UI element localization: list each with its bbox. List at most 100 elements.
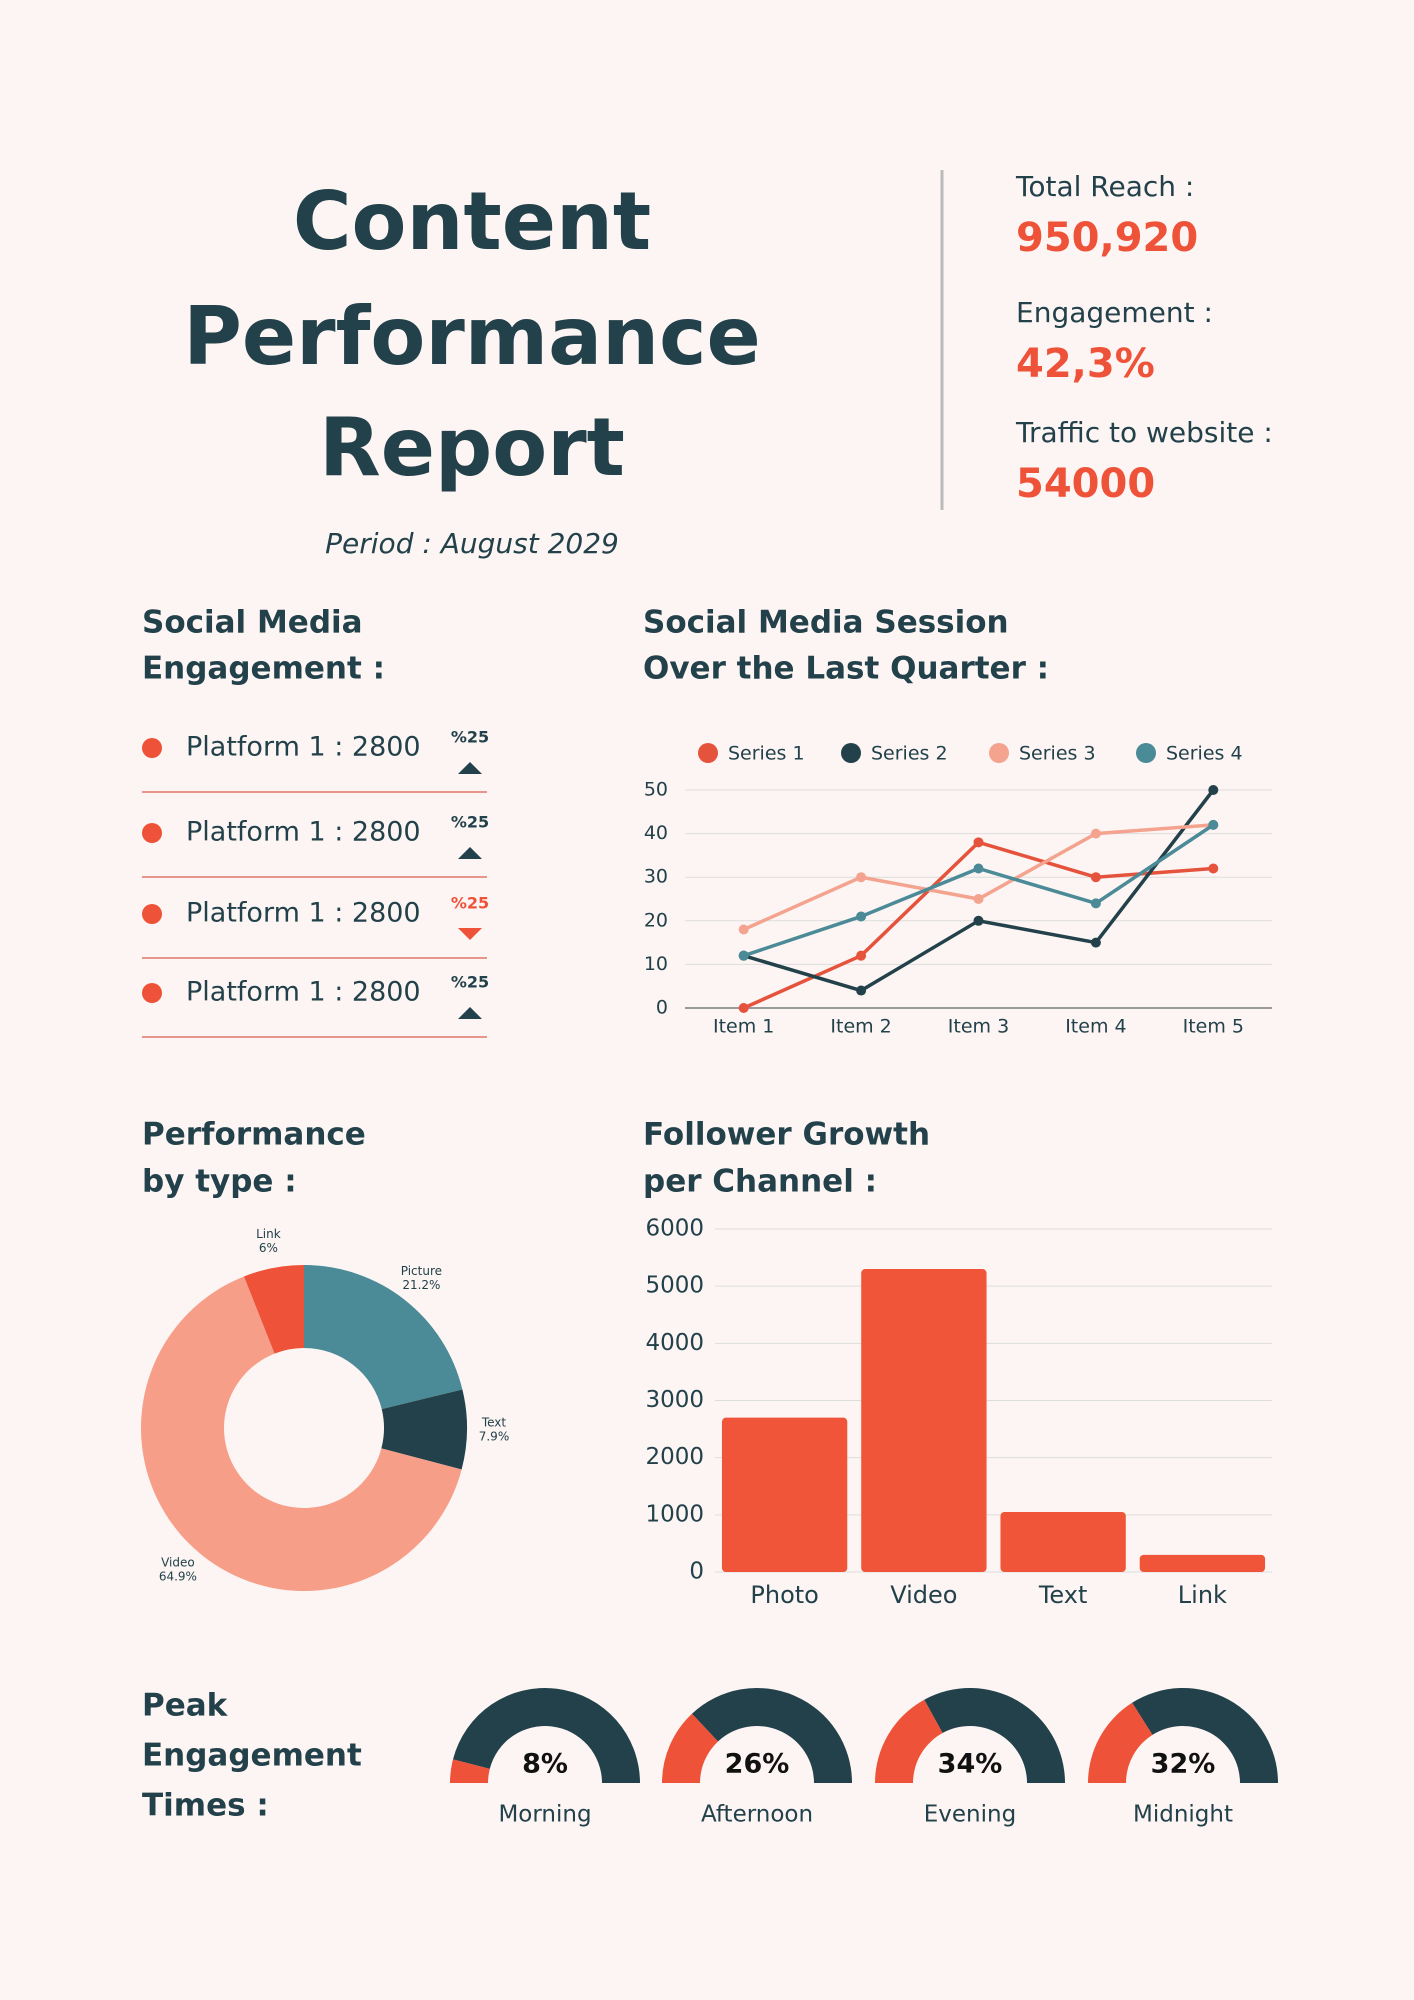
point [1090, 937, 1101, 948]
bar [1139, 1554, 1266, 1572]
x-tick-label: Item 3 [948, 1016, 1009, 1038]
period: Period : August 2029 [325, 527, 619, 560]
legend-label: Series 1 [728, 743, 805, 765]
platform-label: Platform 1 : 2800 [186, 898, 421, 929]
point [1208, 863, 1219, 874]
point [856, 985, 867, 996]
point [1090, 872, 1101, 883]
gauge-value [1088, 1702, 1153, 1783]
platform-label: Platform 1 : 2800 [186, 817, 421, 848]
bullet [142, 738, 162, 758]
chart-title: per Channel : [643, 1164, 877, 1200]
legend-swatch [698, 743, 718, 763]
bar [721, 1417, 848, 1572]
section-heading: Engagement : [142, 651, 385, 687]
bullet [142, 983, 162, 1003]
point [1090, 828, 1101, 839]
trend-arrow [458, 928, 482, 940]
legend-label: Series 3 [1019, 743, 1096, 765]
slice-label: Video [161, 1556, 195, 1570]
slice-value: 64.9% [159, 1570, 197, 1584]
point [973, 837, 984, 848]
y-tick-label: 6000 [645, 1216, 704, 1242]
y-tick-label: 0 [689, 1559, 704, 1585]
chart-title: Over the Last Quarter : [643, 651, 1049, 687]
gauge-label: 32% [1151, 1749, 1216, 1780]
donut-slice [141, 1276, 462, 1591]
kpi-label: Total Reach : [1015, 170, 1194, 203]
report-title: Report [319, 401, 625, 494]
y-tick-label: 40 [644, 822, 668, 844]
point [738, 950, 749, 961]
section-heading: Social Media [142, 605, 363, 641]
legend-swatch [1136, 743, 1156, 763]
gauge-name: Afternoon [701, 1802, 813, 1828]
chart-title: by type : [142, 1164, 297, 1200]
platform-label: Platform 1 : 2800 [186, 977, 421, 1008]
gauge-label: 8% [522, 1749, 568, 1780]
gauge-value [450, 1759, 490, 1783]
legend-label: Series 4 [1166, 743, 1243, 765]
kpi-value: 54000 [1016, 461, 1155, 507]
trend-arrow [458, 847, 482, 859]
chart-title: Social Media Session [643, 605, 1009, 641]
point [1090, 898, 1101, 909]
bullet [142, 823, 162, 843]
gauge-label: 34% [938, 1749, 1003, 1780]
kpi-label: Traffic to website : [1015, 416, 1273, 449]
slice-label: Link [256, 1227, 281, 1241]
gauge-track [1132, 1688, 1278, 1783]
section-heading: Engagement [142, 1738, 362, 1774]
bar [861, 1269, 987, 1572]
report-title: Performance [183, 290, 761, 383]
x-tick-label: Item 2 [830, 1016, 891, 1038]
platform-change: %25 [451, 973, 489, 992]
platform-change: %25 [451, 813, 489, 832]
chart-title: Performance [142, 1117, 366, 1153]
x-tick-label: Link [1178, 1581, 1227, 1609]
kpi-label: Engagement : [1016, 296, 1213, 329]
y-tick-label: 50 [644, 779, 668, 801]
kpi-value: 950,920 [1016, 215, 1198, 261]
slice-value: 7.9% [479, 1429, 510, 1443]
y-tick-label: 1000 [645, 1501, 704, 1527]
report-title: Content [293, 175, 651, 268]
trend-arrow [458, 1007, 482, 1019]
donut-slice [243, 1265, 304, 1354]
gauge-track [452, 1688, 640, 1783]
slice-value: 21.2% [402, 1278, 440, 1292]
point [973, 894, 984, 904]
donut-slice [304, 1265, 463, 1410]
x-tick-label: Photo [750, 1581, 818, 1609]
gauge-track [691, 1688, 852, 1783]
gauge-track [924, 1688, 1065, 1783]
slice-value: 6% [259, 1241, 278, 1255]
bullet [142, 904, 162, 924]
gauge-value [662, 1713, 718, 1783]
point [856, 911, 867, 922]
point [856, 872, 867, 883]
point [738, 1003, 749, 1013]
y-tick-label: 2000 [645, 1444, 704, 1470]
legend-label: Series 2 [871, 743, 948, 765]
point [856, 950, 867, 961]
slice-label: Picture [401, 1264, 442, 1278]
point [973, 863, 984, 874]
y-tick-label: 30 [644, 866, 668, 888]
gauge-name: Midnight [1133, 1802, 1233, 1828]
point [973, 915, 984, 926]
point [1208, 819, 1219, 830]
chart-title: Follower Growth [643, 1117, 930, 1153]
y-tick-label: 20 [644, 909, 668, 931]
point [738, 924, 749, 935]
y-tick-label: 5000 [645, 1273, 704, 1299]
gauge-value [875, 1699, 943, 1783]
kpi-value: 42,3% [1016, 341, 1155, 387]
platform-label: Platform 1 : 2800 [186, 732, 421, 763]
trend-arrow [458, 762, 482, 774]
y-tick-label: 0 [656, 997, 668, 1019]
y-tick-label: 4000 [645, 1330, 704, 1356]
legend-swatch [989, 743, 1009, 763]
gauge-label: 26% [725, 1749, 790, 1780]
